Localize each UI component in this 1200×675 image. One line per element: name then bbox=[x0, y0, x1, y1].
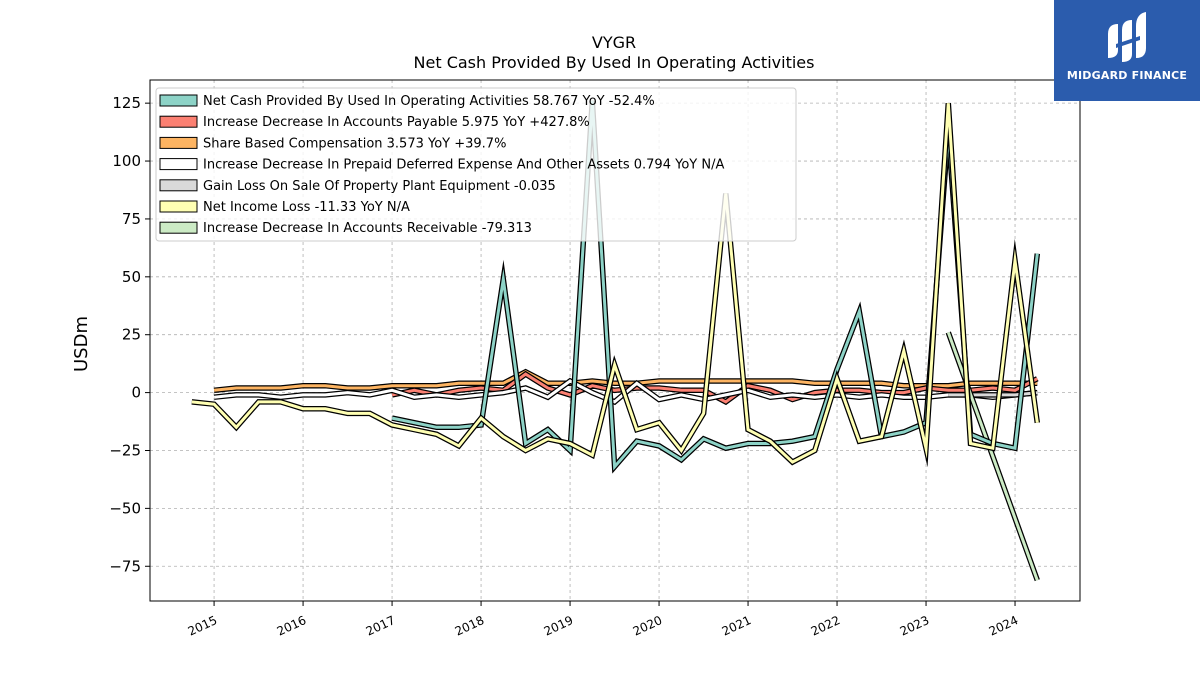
midgard-finance-logo: MIDGARD FINANCE bbox=[1054, 0, 1200, 101]
legend-entry: Net Cash Provided By Used In Operating A… bbox=[203, 94, 655, 109]
series-layer bbox=[191, 100, 1041, 582]
legend-entry: Share Based Compensation 3.573 YoY +39.7… bbox=[203, 136, 506, 151]
legend-swatch bbox=[159, 158, 198, 171]
y-tick-label: 125 bbox=[112, 94, 141, 112]
x-tick-label: 2016 bbox=[275, 613, 309, 639]
x-tick-label: 2023 bbox=[898, 613, 932, 639]
y-tick-label: −25 bbox=[109, 441, 141, 459]
y-tick-label: 100 bbox=[112, 152, 141, 170]
legend-swatch bbox=[159, 179, 198, 192]
legend-swatch bbox=[159, 200, 198, 213]
y-tick-label: −75 bbox=[109, 557, 141, 575]
y-tick-label: 50 bbox=[122, 268, 141, 286]
legend-entry: Gain Loss On Sale Of Property Plant Equi… bbox=[203, 179, 556, 194]
series-line bbox=[213, 370, 1038, 392]
legend-entry: Increase Decrease In Accounts Payable 5.… bbox=[203, 115, 590, 130]
legend-entry: Increase Decrease In Prepaid Deferred Ex… bbox=[203, 158, 724, 173]
y-tick-label: −50 bbox=[109, 499, 141, 517]
series-line bbox=[946, 331, 1039, 581]
x-tick-label: 2015 bbox=[186, 613, 220, 639]
series-net-income-loss bbox=[191, 103, 1041, 468]
x-tick-label: 2017 bbox=[364, 613, 398, 639]
legend-entry: Net Income Loss -11.33 YoY N/A bbox=[203, 200, 410, 215]
x-tick-label: 2018 bbox=[453, 613, 487, 639]
series-share-based-compensation bbox=[213, 368, 1038, 394]
x-tick-label: 2020 bbox=[631, 613, 665, 639]
series-increase-decrease-in-accounts-receivable bbox=[945, 331, 1040, 582]
y-tick-label: 0 bbox=[131, 384, 141, 402]
chart-subtitle: Net Cash Provided By Used In Operating A… bbox=[414, 53, 815, 72]
legend-entry: Increase Decrease In Accounts Receivable… bbox=[203, 221, 532, 236]
x-tick-label: 2024 bbox=[987, 613, 1021, 639]
plot-frame bbox=[149, 79, 1081, 602]
chart-title: VYGR bbox=[592, 33, 636, 52]
legend-swatch bbox=[159, 136, 198, 149]
legend-box bbox=[155, 87, 797, 242]
legend-swatch bbox=[159, 115, 198, 128]
x-tick-label: 2021 bbox=[720, 613, 754, 639]
legend: Net Cash Provided By Used In Operating A… bbox=[155, 87, 797, 242]
logo-text: MIDGARD FINANCE bbox=[1066, 69, 1188, 82]
y-tick-label: 75 bbox=[122, 210, 141, 228]
midgard-logo-icon bbox=[1108, 12, 1146, 62]
y-axis-label: USDm bbox=[71, 316, 92, 372]
x-tick-label: 2019 bbox=[542, 613, 576, 639]
legend-swatch bbox=[159, 221, 198, 234]
series-line bbox=[191, 103, 1039, 464]
legend-swatch bbox=[159, 94, 198, 107]
x-tick-label: 2022 bbox=[809, 613, 843, 639]
y-tick-label: 25 bbox=[122, 326, 141, 344]
